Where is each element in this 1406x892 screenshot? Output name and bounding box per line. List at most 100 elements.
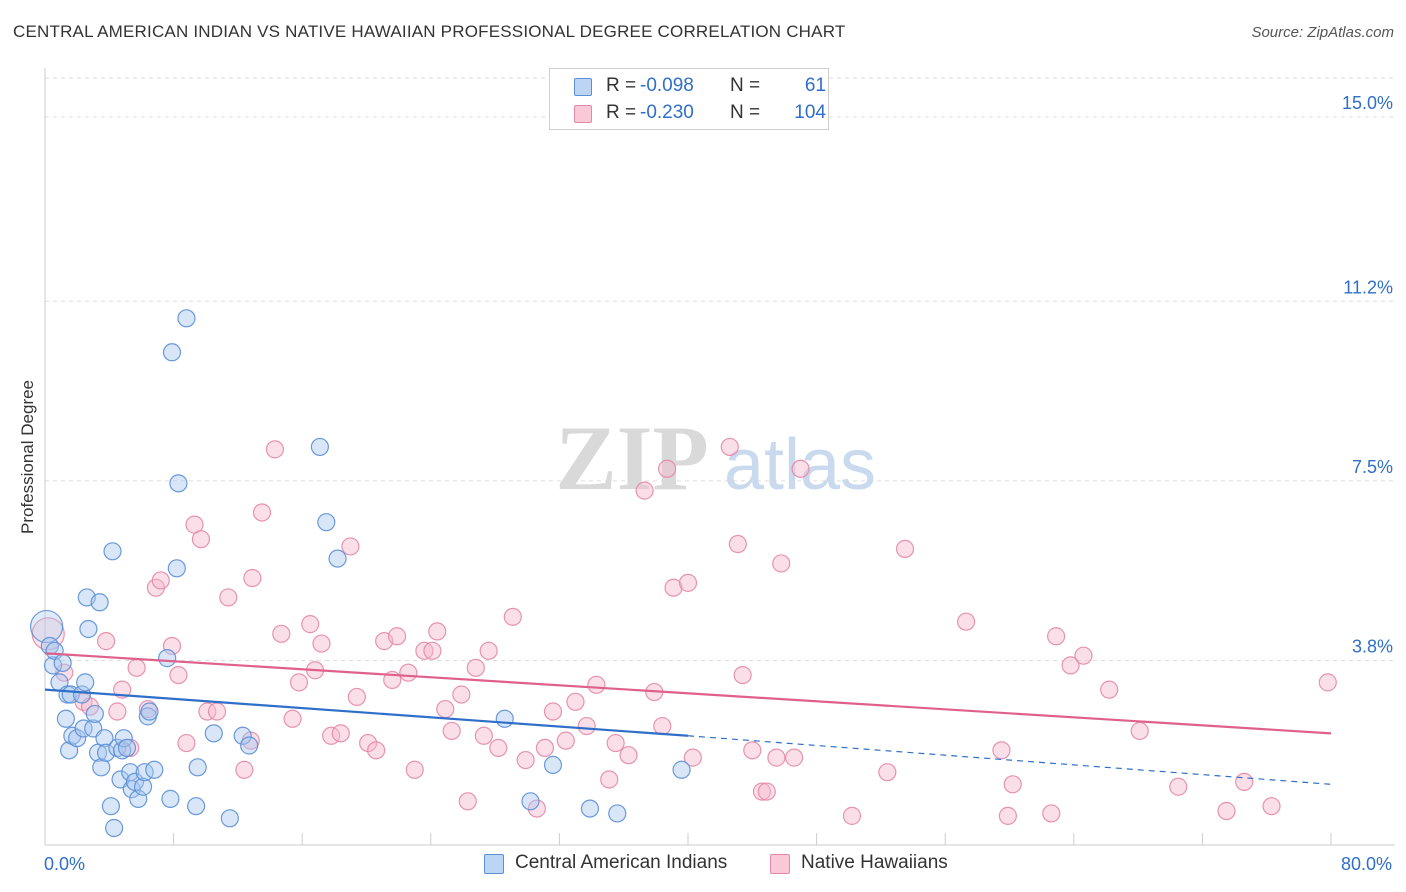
- data-point-native-hawaiian: [191, 530, 211, 549]
- source-label: Source: ZipAtlas.com: [1251, 24, 1394, 41]
- data-point-central-american-indian: [117, 738, 137, 758]
- data-point-central-american-indian: [328, 549, 347, 568]
- data-point-central-american-indian: [543, 755, 563, 775]
- trend-lines: [44, 652, 1332, 785]
- data-point-central-american-indian: [188, 758, 207, 777]
- data-point-central-american-indian: [53, 653, 72, 673]
- data-point-central-american-indian: [105, 818, 124, 838]
- data-point-central-american-indian: [76, 673, 95, 692]
- data-point-native-hawaiian: [177, 733, 196, 753]
- data-point-central-american-indian: [101, 797, 121, 816]
- data-point-native-hawaiian: [219, 588, 238, 607]
- data-point-native-hawaiian: [1262, 797, 1281, 816]
- data-point-native-hawaiian: [301, 615, 320, 634]
- data-point-central-american-indian: [169, 474, 188, 493]
- correlation-legend: R = -0.098 N = 61 R = -0.230 N = 104: [549, 68, 829, 130]
- data-point-native-hawaiian: [442, 721, 461, 741]
- data-point-central-american-indian: [495, 709, 514, 728]
- x-tick-label-min: 0.0%: [44, 854, 85, 874]
- data-point-native-hawaiian: [556, 731, 575, 750]
- data-point-native-hawaiian: [252, 503, 272, 522]
- data-point-native-hawaiian: [1130, 721, 1149, 741]
- legend-swatch-pink: [770, 854, 790, 874]
- data-point-native-hawaiian: [265, 440, 284, 459]
- data-point-native-hawaiian: [842, 806, 862, 825]
- data-point-native-hawaiian: [289, 673, 309, 692]
- data-point-native-hawaiian: [331, 724, 350, 743]
- data-point-native-hawaiian: [452, 685, 471, 704]
- data-point-native-hawaiian: [151, 571, 170, 590]
- data-point-native-hawaiian: [728, 534, 747, 554]
- data-point-native-hawaiian: [752, 782, 772, 801]
- data-point-native-hawaiian: [436, 699, 455, 719]
- data-point-native-hawaiian: [743, 741, 762, 760]
- data-point-central-american-indian: [145, 760, 164, 779]
- data-point-native-hawaiian: [312, 634, 331, 653]
- data-point-native-hawaiian: [1047, 627, 1066, 646]
- y-tick-label: 3.8%: [1352, 637, 1393, 657]
- legend-n-label: N =: [730, 75, 761, 96]
- data-point-native-hawaiian: [527, 799, 546, 818]
- data-point-native-hawaiian: [566, 692, 585, 711]
- data-point-native-hawaiian: [577, 716, 596, 736]
- data-point-native-hawaiian: [784, 748, 804, 767]
- data-point-native-hawaiian: [423, 641, 442, 660]
- data-point-central-american-indian: [233, 726, 252, 745]
- data-point-central-american-indian: [204, 724, 223, 743]
- y-axis-label: Professional Degree: [18, 380, 37, 534]
- data-point-central-american-indian: [133, 777, 153, 796]
- data-point-native-hawaiian: [387, 627, 407, 646]
- axes: [44, 68, 1395, 846]
- data-point-native-hawaiian: [1074, 646, 1093, 665]
- data-point-central-american-indian: [68, 729, 87, 748]
- trend-line-extension-central-american-indians: [687, 735, 1332, 785]
- data-point-native-hawaiian: [272, 624, 291, 643]
- data-point-native-hawaiian: [235, 760, 254, 779]
- legend-swatch-pink: [574, 105, 592, 123]
- data-point-central-american-indian: [177, 309, 196, 328]
- tick-labels: 0.0% 80.0% 3.8% 7.5% 11.2% 15.0%: [44, 93, 1393, 874]
- data-point-central-american-indian: [30, 609, 64, 644]
- data-point-native-hawaiian: [1042, 804, 1061, 823]
- data-point-native-hawaiian: [587, 675, 606, 694]
- data-point-native-hawaiian: [757, 782, 776, 801]
- data-point-native-hawaiian: [169, 665, 188, 685]
- y-tick-label: 15.0%: [1342, 93, 1393, 113]
- data-point-native-hawaiian: [878, 763, 897, 782]
- legend-r-label: R =: [606, 75, 637, 96]
- data-point-native-hawaiian: [664, 578, 683, 597]
- data-point-central-american-indian: [158, 649, 177, 668]
- data-point-central-american-indian: [85, 704, 104, 724]
- legend-r-label: R =: [606, 102, 637, 123]
- data-point-native-hawaiian: [283, 709, 302, 728]
- data-point-native-hawaiian: [956, 612, 976, 631]
- data-point-central-american-indian: [92, 758, 111, 777]
- data-point-central-american-indian: [608, 804, 627, 823]
- data-point-native-hawaiian: [619, 746, 638, 765]
- data-point-central-american-indian: [167, 559, 186, 578]
- data-point-central-american-indian: [74, 719, 93, 738]
- data-point-native-hawaiian: [108, 702, 127, 721]
- legend-label: Native Hawaiians: [801, 852, 948, 873]
- data-point-native-hawaiian: [600, 770, 619, 789]
- data-point-central-american-indian: [103, 542, 122, 561]
- data-point-native-hawaiian: [678, 573, 698, 592]
- data-point-native-hawaiian: [428, 622, 447, 641]
- x-tick-label-max: 80.0%: [1341, 854, 1392, 874]
- data-point-central-american-indian: [90, 593, 109, 612]
- data-point-native-hawaiian: [479, 641, 498, 660]
- data-point-central-american-indian: [56, 709, 75, 728]
- data-point-native-hawaiian: [489, 738, 508, 758]
- data-point-native-hawaiian: [658, 459, 677, 478]
- data-point-native-hawaiian: [458, 792, 477, 811]
- data-point-native-hawaiian: [767, 748, 786, 767]
- data-point-native-hawaiian: [1217, 801, 1236, 821]
- y-tick-label: 7.5%: [1352, 457, 1393, 477]
- data-point-native-hawaiian: [606, 733, 625, 753]
- data-point-native-hawaiian: [733, 665, 752, 685]
- legend-r-value: -0.098: [640, 75, 694, 96]
- y-tick-label: 11.2%: [1343, 277, 1393, 297]
- data-point-native-hawaiian: [243, 568, 262, 588]
- data-point-central-american-indian: [108, 738, 127, 758]
